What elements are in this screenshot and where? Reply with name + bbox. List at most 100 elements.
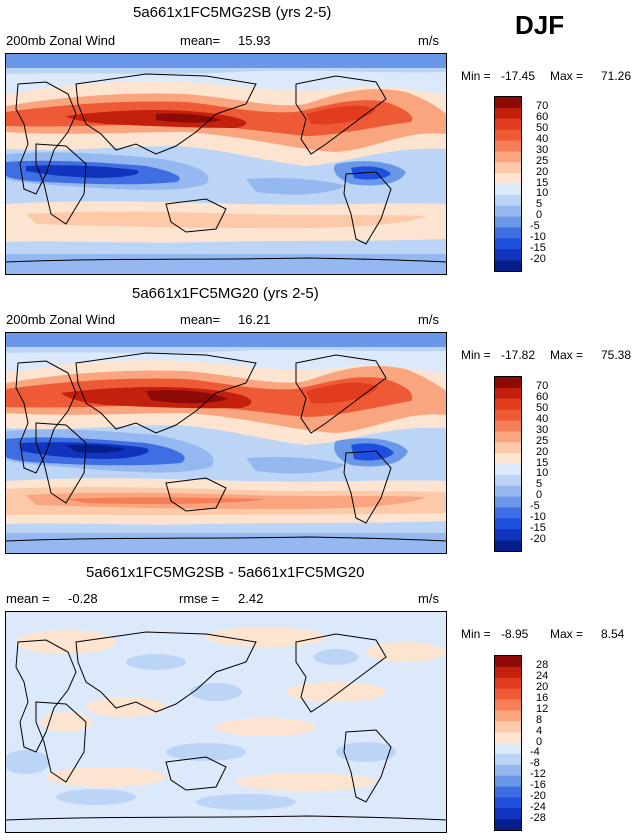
colorbar-swatch bbox=[495, 743, 521, 755]
colorbar-tick-label: 8 bbox=[536, 713, 543, 726]
colorbar-swatch bbox=[495, 398, 521, 411]
panel-3-min-label: Min = bbox=[461, 627, 491, 641]
panel-2-units: m/s bbox=[418, 312, 439, 327]
colorbar-swatch bbox=[495, 485, 521, 498]
colorbar-tick-label: 0 bbox=[536, 735, 543, 748]
colorbar-swatch bbox=[495, 808, 521, 820]
colorbar-swatch bbox=[495, 710, 521, 722]
panel-1-colorbar-swatches bbox=[495, 97, 521, 271]
panel-2-colorbar-swatches bbox=[495, 377, 521, 551]
colorbar-tick-label: -15 bbox=[530, 241, 546, 254]
panel-3-units: m/s bbox=[418, 591, 439, 606]
colorbar-tick-label: 20 bbox=[536, 681, 549, 694]
colorbar-swatch bbox=[495, 377, 521, 389]
colorbar-tick-label: 25 bbox=[536, 154, 549, 167]
colorbar-swatch bbox=[495, 205, 521, 218]
colorbar-tick-label: -15 bbox=[530, 521, 546, 534]
colorbar-swatch bbox=[495, 151, 521, 163]
colorbar-swatch bbox=[495, 216, 521, 229]
colorbar-swatch bbox=[495, 162, 521, 174]
colorbar-swatch bbox=[495, 474, 521, 487]
panel-1-max-label: Max = bbox=[550, 69, 584, 83]
colorbar-swatch bbox=[495, 496, 521, 509]
colorbar-tick-label: 20 bbox=[536, 165, 549, 178]
colorbar-tick-label: 5 bbox=[536, 198, 543, 211]
panel-2-max-label: Max = bbox=[550, 348, 584, 362]
panel-1-field bbox=[6, 54, 446, 274]
colorbar-tick-label: -20 bbox=[530, 532, 546, 545]
panel-1-max-value: 71.26 bbox=[601, 69, 632, 83]
panel-1-mean-value: 15.93 bbox=[238, 33, 271, 48]
panel-3-rmse-label: rmse = bbox=[179, 591, 220, 606]
colorbar-swatch bbox=[495, 656, 521, 668]
panel-3-max-label: Max = bbox=[550, 627, 584, 641]
colorbar-swatch bbox=[495, 140, 521, 152]
colorbar-swatch bbox=[495, 666, 521, 679]
colorbar-swatch bbox=[495, 677, 521, 690]
colorbar-swatch bbox=[495, 238, 521, 250]
colorbar-swatch bbox=[495, 464, 521, 476]
colorbar-tick-label: 15 bbox=[536, 456, 549, 469]
colorbar-tick-label: 4 bbox=[536, 724, 543, 737]
colorbar-tick-label: 15 bbox=[536, 176, 549, 189]
colorbar-swatch bbox=[495, 732, 521, 744]
colorbar-swatch bbox=[495, 194, 521, 207]
colorbar-swatch bbox=[495, 540, 521, 551]
colorbar-tick-label: 60 bbox=[536, 391, 549, 404]
colorbar-tick-label: 5 bbox=[536, 478, 543, 491]
panel-1-min-label: Min = bbox=[461, 69, 491, 83]
panel-3-colorbar bbox=[494, 655, 522, 831]
colorbar-tick-label: 0 bbox=[536, 209, 543, 222]
colorbar-swatch bbox=[495, 699, 521, 711]
colorbar-swatch bbox=[495, 797, 521, 809]
panel-3-mean-label: mean = bbox=[6, 591, 50, 606]
colorbar-tick-label: -20 bbox=[530, 252, 546, 265]
colorbar-tick-label: -28 bbox=[530, 811, 546, 824]
panel-3-colorbar-swatches bbox=[495, 656, 521, 830]
panel-1-map bbox=[5, 53, 447, 275]
season-label: DJF bbox=[515, 10, 565, 40]
colorbar-tick-label: 60 bbox=[536, 111, 549, 124]
panel-2-variable: 200mb Zonal Wind bbox=[6, 312, 116, 327]
panel-3-mean-value: -0.28 bbox=[68, 591, 98, 606]
colorbar-tick-label: 30 bbox=[536, 143, 549, 156]
colorbar-swatch bbox=[495, 97, 521, 109]
colorbar-swatch bbox=[495, 688, 521, 701]
colorbar-tick-label: -10 bbox=[530, 230, 546, 243]
colorbar-swatch bbox=[495, 721, 521, 733]
colorbar-tick-label: 25 bbox=[536, 434, 549, 447]
colorbar-tick-label: -5 bbox=[530, 220, 540, 232]
panel-2-title: 5a661x1FC5MG20 (yrs 2-5) bbox=[132, 285, 319, 302]
colorbar-tick-label: 30 bbox=[536, 423, 549, 436]
colorbar-swatch bbox=[495, 786, 521, 798]
panel-1-units: m/s bbox=[418, 33, 439, 48]
colorbar-tick-label: 40 bbox=[536, 133, 549, 145]
colorbar-swatch bbox=[495, 387, 521, 400]
colorbar-tick-label: 16 bbox=[536, 692, 549, 704]
colorbar-tick-label: -12 bbox=[530, 768, 546, 781]
colorbar-swatch bbox=[495, 442, 521, 454]
colorbar-tick-label: 0 bbox=[536, 489, 543, 502]
panel-2-min-value: -17.82 bbox=[501, 348, 536, 362]
colorbar-swatch bbox=[495, 431, 521, 443]
colorbar-swatch bbox=[495, 764, 521, 777]
panel-3-min-value: -8.95 bbox=[501, 627, 529, 641]
panel-1-variable: 200mb Zonal Wind bbox=[6, 33, 116, 48]
colorbar-swatch bbox=[495, 227, 521, 239]
colorbar-swatch bbox=[495, 118, 521, 131]
panel-3-field bbox=[6, 612, 446, 832]
colorbar-swatch bbox=[495, 107, 521, 120]
colorbar-tick-label: 70 bbox=[536, 380, 549, 393]
colorbar-swatch bbox=[495, 529, 521, 541]
colorbar-swatch bbox=[495, 249, 521, 261]
panel-3-max-value: 8.54 bbox=[601, 627, 625, 641]
panel-3-map bbox=[5, 611, 447, 833]
panel-1-colorbar bbox=[494, 96, 522, 272]
colorbar-tick-label: -4 bbox=[530, 746, 540, 759]
colorbar-swatch bbox=[495, 260, 521, 271]
colorbar-tick-label: 70 bbox=[536, 100, 549, 113]
colorbar-tick-label: -20 bbox=[530, 789, 546, 802]
panel-2-min-label: Min = bbox=[461, 348, 491, 362]
panel-1-mean-label: mean= bbox=[180, 33, 221, 48]
panel-3-rmse-value: 2.42 bbox=[238, 591, 264, 606]
